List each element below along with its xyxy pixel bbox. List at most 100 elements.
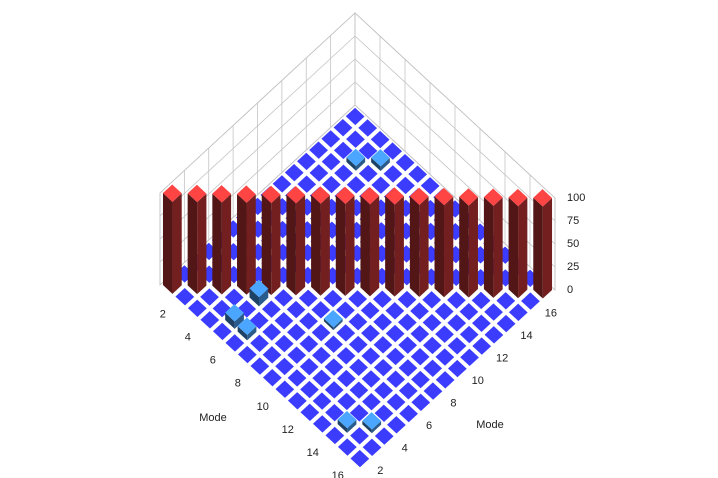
x-tick-label: 12 [282, 424, 294, 436]
y-tick-label: 12 [496, 353, 508, 365]
bar [362, 412, 382, 434]
bar-side [237, 326, 248, 341]
bar-side [323, 318, 334, 331]
bar-top [286, 186, 306, 204]
bar [312, 346, 331, 365]
bar-top [358, 142, 378, 160]
bar [299, 312, 318, 330]
y-tick-label: 16 [545, 308, 557, 320]
bar-side [234, 312, 244, 329]
bar-top [262, 323, 282, 341]
bar-top [398, 382, 418, 400]
bar-side [295, 194, 306, 296]
bar [337, 438, 357, 456]
bar [447, 337, 467, 355]
bar-side [360, 195, 370, 297]
bar-side [385, 195, 395, 297]
bar-top [385, 187, 404, 205]
grid-line [159, 35, 356, 217]
bar [422, 336, 442, 355]
bar [397, 290, 417, 309]
z-tick-label: 50 [567, 238, 579, 250]
bar-top [374, 381, 393, 400]
bar-side [483, 197, 494, 298]
bar [287, 346, 307, 364]
bar [459, 303, 479, 321]
bar [423, 382, 443, 400]
bar [324, 335, 343, 353]
bar-top [297, 152, 316, 171]
bar [483, 188, 503, 298]
bar-top [336, 347, 356, 365]
bar-side [542, 197, 553, 299]
bar [374, 404, 394, 422]
bar-side [419, 196, 429, 297]
bar [496, 292, 516, 310]
x-tick-label: 14 [307, 447, 319, 459]
bar [175, 288, 195, 306]
y-tick-label: 6 [426, 420, 432, 432]
bar-side [286, 194, 296, 296]
bar-side [197, 193, 207, 295]
bar-top [275, 357, 294, 376]
bar [533, 189, 553, 299]
bar-top [422, 291, 442, 309]
bar [423, 359, 443, 377]
bar [358, 142, 378, 160]
bar-top [508, 188, 528, 207]
bar [323, 309, 343, 331]
bar-top [362, 393, 381, 411]
bar [337, 392, 357, 411]
bar-top [309, 141, 328, 159]
bar-top [386, 370, 406, 388]
bar-top [200, 311, 220, 329]
bar [350, 449, 370, 468]
bar [345, 107, 365, 126]
bar-top [345, 107, 365, 126]
bar-top [237, 317, 257, 335]
bar-top [334, 164, 353, 182]
bar [348, 290, 368, 308]
bar [410, 348, 430, 366]
bar-top [447, 291, 466, 309]
bar [398, 382, 418, 400]
bar-top [460, 348, 479, 367]
bar-top [274, 312, 294, 330]
bar [200, 311, 220, 329]
bar [275, 380, 295, 398]
bar-top [508, 303, 528, 322]
z-tick-label: 0 [567, 284, 573, 296]
bar-top [337, 438, 357, 456]
bar-top [311, 323, 331, 342]
bar-top [395, 153, 415, 172]
bar-top [349, 381, 369, 399]
bar-side [335, 195, 346, 297]
bar-top [373, 336, 393, 354]
bar-top [410, 325, 430, 343]
bar-top [472, 314, 491, 332]
bar-top [410, 348, 430, 366]
bar-side [249, 288, 260, 307]
bar-top [409, 187, 429, 205]
bar [348, 313, 368, 331]
bar [322, 175, 341, 194]
bar-side [225, 312, 235, 329]
bar-top [250, 357, 270, 375]
bar [262, 323, 282, 341]
bar-side [345, 195, 355, 297]
bar-top [224, 288, 244, 307]
y-tick-label: 2 [377, 465, 383, 477]
bar [460, 348, 479, 367]
bar [274, 289, 293, 307]
bar [434, 302, 454, 321]
bar-top [286, 300, 306, 319]
bar [336, 347, 356, 365]
bar-top [284, 163, 304, 182]
bar [312, 369, 332, 387]
bar [422, 291, 442, 309]
bar-top [261, 185, 281, 204]
bar-top [383, 165, 403, 183]
bar [373, 336, 393, 354]
bar [311, 186, 330, 296]
bar-top [423, 359, 443, 377]
